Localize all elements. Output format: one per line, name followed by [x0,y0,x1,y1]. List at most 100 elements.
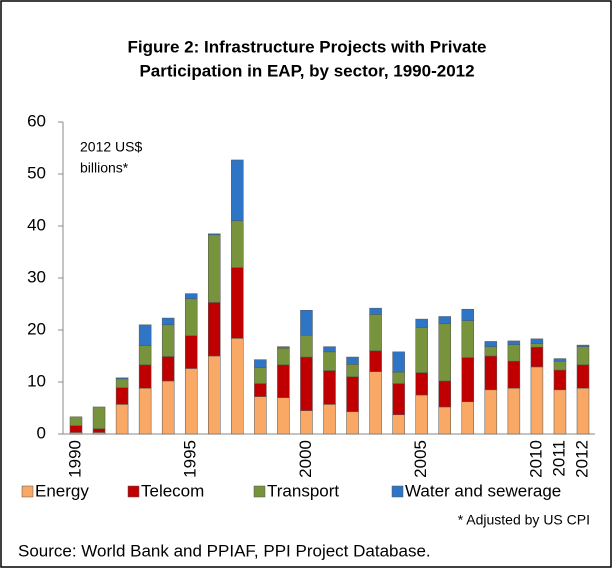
bar-segment [461,357,475,403]
y-tick-label: 30 [27,267,46,286]
bar-segment [115,404,129,435]
x-tick-label: 1990 [65,440,84,478]
bar-segment [69,425,83,433]
bar-segment [161,317,175,326]
bar-segment [553,369,567,391]
legend-label: Telecom [141,481,204,500]
bar-segment [369,371,382,435]
bar-segment [115,377,129,380]
bar-segment [392,351,405,373]
bar-segment [438,316,451,325]
bar-segment [369,314,382,352]
bar-segment [115,378,129,388]
bar-segment [461,401,475,435]
bar-segment [415,318,428,328]
source: Source: World Bank and PPIAF, PPI Projec… [18,541,431,560]
legend-swatch [21,485,34,498]
y-tick-label: 10 [27,371,46,390]
bar-segment [553,389,567,435]
legend-swatch [253,485,266,498]
bar-segment [323,370,336,405]
x-tick-label: 2012 [572,440,591,478]
x-tick-label: 2011 [549,440,568,477]
bar-segment [92,406,106,430]
bar-segment [254,383,267,397]
bar-segment [553,358,567,362]
bar-segment [231,338,244,435]
bar-segment [208,302,221,357]
bar-segment [576,344,590,347]
bar-segment [507,387,521,435]
bar-segment [161,356,175,382]
bar-segment [576,387,590,435]
bar-segment [138,345,152,366]
x-tick-label: 2000 [296,440,315,478]
bar-segment [323,404,336,435]
legend-swatch [391,485,404,498]
y-tick-label: 40 [27,215,46,234]
bar-segment [300,309,313,336]
legend-label: Transport [267,481,339,500]
bar-segment [530,366,544,435]
bar-segment [507,344,521,362]
bar-segment [184,298,198,336]
bar-segment [277,346,290,349]
legend-label: Energy [35,481,89,500]
note: * Adjusted by US CPI [458,512,590,528]
bar-segment [184,293,198,300]
bar-segment [530,343,544,348]
bar-segment [346,411,359,435]
bar-segment [576,364,590,389]
bar-segment [208,355,221,435]
bar-segment [438,380,451,408]
bar-segment [415,394,428,435]
bar-segment [484,389,498,435]
bar-segment [231,220,244,268]
bar-segment [277,397,290,435]
bar-segment [346,376,359,412]
chart-title: Participation in EAP, by sector, 1990-20… [139,61,474,80]
bar-segment [392,414,405,435]
bar-segment [369,350,382,372]
bar-segment [530,346,544,368]
bar-segment [300,334,313,358]
bar-segment [277,364,290,398]
bar-segment [369,307,382,315]
bar-segment [300,410,313,435]
bar-segment [392,371,405,384]
bar-segment [346,356,359,365]
y-tick-label: 50 [27,163,46,182]
bar-segment [576,346,590,366]
bar-segment [461,308,475,321]
bar-segment [392,383,405,416]
bar-segment [323,351,336,371]
x-tick-label: 2010 [526,440,545,478]
bar-segment [231,267,244,339]
x-tick-label: 1995 [181,440,200,478]
bar-segment [254,359,267,368]
bar-segment [208,233,221,236]
bar-segment [184,368,198,435]
annotation: billions* [80,160,129,176]
bar-segment [69,416,83,426]
bar-segment [208,234,221,303]
bar-segment [115,387,129,405]
bar-segment [138,324,152,346]
bar-segment [484,341,498,347]
bar-segment [254,396,267,435]
bar-segment [92,428,106,433]
bar-segment [484,346,498,357]
bar-segment [184,335,198,369]
y-tick-label: 0 [37,423,46,442]
bar-segment [415,327,428,373]
bar-segment [254,367,267,384]
bar-segment [346,364,359,378]
legend-label: Water and sewerage [405,481,561,500]
bar-segment [138,364,152,389]
bar-segment [161,380,175,435]
bar-segment [484,355,498,391]
bar-segment [323,346,336,353]
bar-segment [300,356,313,411]
